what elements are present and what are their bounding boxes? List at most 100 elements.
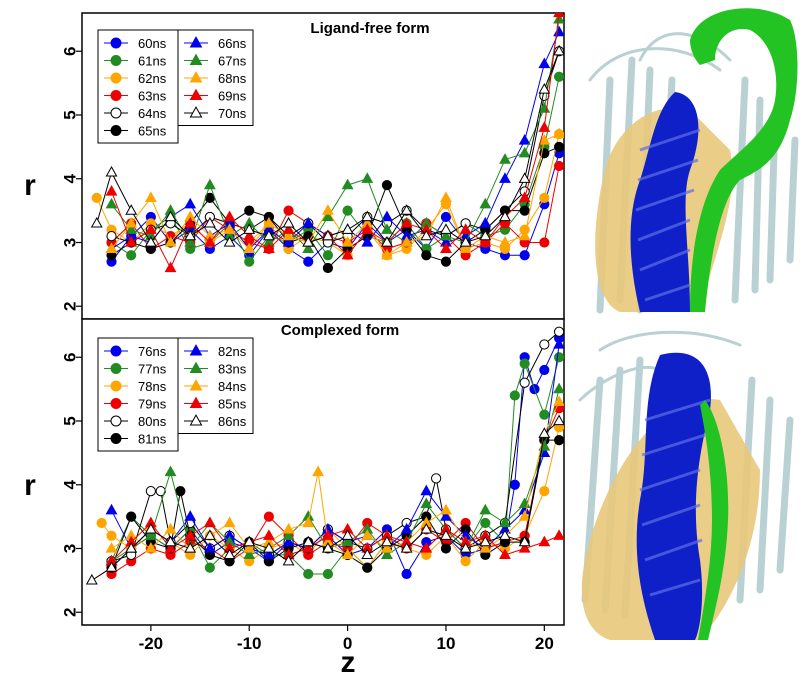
data-point xyxy=(243,548,256,560)
data-point xyxy=(553,13,564,24)
complexed-structure-image xyxy=(568,322,800,676)
data-point xyxy=(164,535,177,547)
legend-marker xyxy=(189,36,203,48)
data-point xyxy=(381,223,393,234)
ligand-free-panel: Ligand-free form r 60ns61ns62ns63ns64ns6… xyxy=(24,12,565,320)
legend-entry: 63ns xyxy=(104,89,167,104)
data-point xyxy=(203,216,216,228)
legend-entry: 76ns xyxy=(104,344,167,359)
data-point xyxy=(538,83,551,94)
ligand-free-structure-image xyxy=(568,0,800,318)
data-point xyxy=(538,427,551,438)
legend-entry: 64ns xyxy=(104,106,167,121)
data-point xyxy=(459,542,472,553)
data-point xyxy=(538,535,551,547)
data-point xyxy=(553,352,564,363)
data-point xyxy=(105,503,118,515)
legend-entry: 80ns xyxy=(104,414,167,429)
data-point xyxy=(263,511,274,522)
legend-marker xyxy=(189,106,203,118)
data-point xyxy=(106,231,117,242)
data-point xyxy=(321,210,334,222)
legend-label: 82ns xyxy=(218,344,247,359)
legend-marker xyxy=(189,344,203,356)
data-point xyxy=(459,223,472,234)
data-point xyxy=(553,44,564,56)
y-tick-label: 2 xyxy=(61,302,80,311)
data-point xyxy=(342,205,353,216)
data-point xyxy=(321,229,334,241)
data-point xyxy=(164,210,177,222)
data-point xyxy=(400,522,413,534)
data-point xyxy=(479,197,492,209)
data-point xyxy=(184,229,197,241)
data-point xyxy=(381,535,393,547)
legend-marker xyxy=(110,398,122,409)
data-point xyxy=(105,185,118,196)
legend-marker xyxy=(189,53,203,65)
legend-label: 67ns xyxy=(218,54,247,69)
series-86ns xyxy=(85,414,564,585)
legend-label: 63ns xyxy=(138,89,167,104)
data-point xyxy=(302,216,315,228)
data-point xyxy=(302,242,315,254)
data-point xyxy=(539,364,550,376)
y-tick-label: 6 xyxy=(61,353,80,362)
legend-marker xyxy=(110,363,122,374)
data-point xyxy=(144,542,157,553)
data-point xyxy=(421,250,432,261)
data-point xyxy=(381,180,393,191)
data-point xyxy=(282,535,295,547)
data-point xyxy=(479,503,492,515)
data-point xyxy=(322,250,334,261)
data-point xyxy=(479,542,492,553)
data-point xyxy=(519,377,530,388)
data-point xyxy=(184,216,197,228)
data-point xyxy=(321,542,334,553)
data-point xyxy=(509,390,520,401)
data-point xyxy=(302,542,315,553)
legend-marker xyxy=(189,414,203,426)
blue-helix-stripes xyxy=(635,128,701,302)
data-point xyxy=(282,522,295,534)
data-point xyxy=(203,178,216,190)
data-point xyxy=(518,146,531,158)
legend-marker xyxy=(189,88,203,100)
data-point xyxy=(479,535,492,547)
data-point xyxy=(518,229,531,241)
data-point xyxy=(125,223,138,234)
x-tick-label: 10 xyxy=(436,634,455,653)
data-point xyxy=(282,554,295,566)
data-point xyxy=(440,191,452,203)
data-point xyxy=(223,210,236,222)
legend-entry: 78ns xyxy=(104,379,167,394)
data-point xyxy=(125,204,138,215)
y-ticks: 2 3 4 5 6 xyxy=(61,353,82,617)
series-group xyxy=(85,326,564,585)
data-point xyxy=(243,535,256,547)
legend: 76ns 77ns 78ns 79ns 80ns 81ns 82ns 83ns 84ns 85ns… xyxy=(97,337,254,452)
data-point xyxy=(164,522,177,534)
data-point xyxy=(440,229,452,241)
data-point xyxy=(184,542,197,553)
legend-marker xyxy=(110,433,122,444)
data-point xyxy=(538,121,551,132)
y-axis-label: r xyxy=(24,469,36,502)
complexed-panel: Complexed form r 76ns 77ns 78ns 79ns 80ns 81n… xyxy=(24,318,565,676)
legend-marker xyxy=(110,55,122,66)
data-point xyxy=(262,542,275,553)
data-point xyxy=(553,529,564,540)
legend-entry: 77ns xyxy=(104,362,167,377)
data-point xyxy=(400,236,413,247)
y-tick-label: 3 xyxy=(61,544,80,553)
blue-helix-region xyxy=(636,352,711,640)
data-point xyxy=(553,435,564,446)
data-point xyxy=(518,134,531,145)
x-tick-label: 20 xyxy=(535,634,554,653)
legend-entry: 68ns xyxy=(184,71,247,86)
legend-marker xyxy=(110,90,122,101)
data-point xyxy=(519,250,530,261)
series-group xyxy=(90,13,564,274)
data-point xyxy=(431,473,442,484)
legend-marker xyxy=(189,71,203,83)
